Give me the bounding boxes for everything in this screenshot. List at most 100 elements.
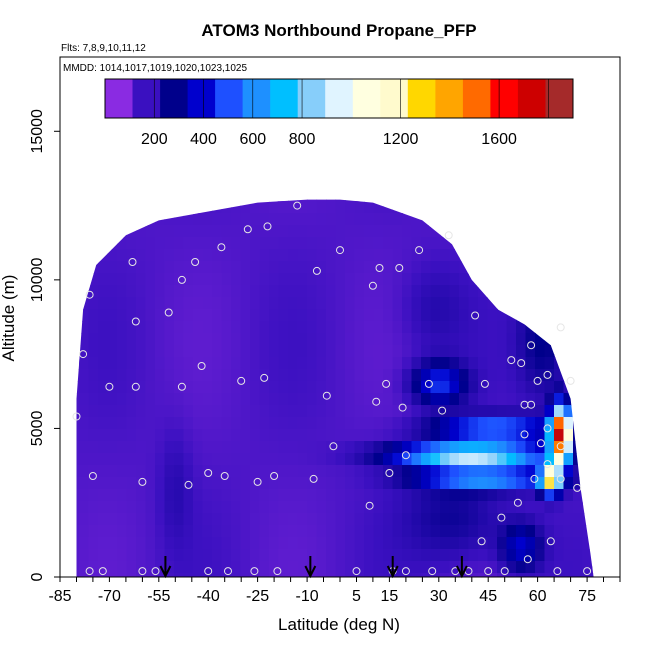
heatmap-cell — [545, 177, 555, 190]
heatmap-cell — [221, 573, 232, 577]
heatmap-cell — [336, 129, 346, 142]
heatmap-cell — [364, 501, 375, 514]
heatmap-cell — [421, 285, 432, 298]
heatmap-cell — [402, 321, 413, 334]
heatmap-cell — [297, 561, 308, 574]
heatmap-cell — [288, 513, 299, 526]
heatmap-cell — [573, 453, 584, 466]
heatmap-cell — [421, 357, 432, 370]
sample-point — [573, 483, 582, 492]
heatmap-cell — [107, 573, 118, 577]
heatmap-cell — [440, 465, 451, 478]
heatmap-cell — [212, 165, 222, 178]
colorbar-segment — [187, 79, 216, 118]
heatmap-cell — [545, 57, 555, 70]
heatmap-cell — [79, 129, 89, 142]
heatmap-cell — [193, 549, 204, 562]
heatmap-cell — [563, 225, 574, 238]
heatmap-cell — [202, 417, 213, 430]
heatmap-cell — [98, 199, 109, 202]
heatmap-cell — [221, 345, 232, 358]
heatmap-cell — [250, 297, 261, 310]
heatmap-cell — [507, 165, 517, 178]
heatmap-cell — [487, 465, 498, 478]
sample-point — [263, 222, 272, 231]
heatmap-cell — [307, 117, 317, 130]
heatmap-cell — [592, 93, 602, 106]
heatmap-cell — [402, 117, 412, 130]
heatmap-cell — [335, 321, 346, 334]
heatmap-cell — [212, 199, 223, 202]
heatmap-cell — [231, 525, 242, 538]
heatmap-cell — [345, 165, 355, 178]
heatmap-cell — [573, 129, 583, 142]
heatmap-cell — [297, 537, 308, 550]
heatmap-cell — [459, 249, 470, 262]
heatmap-cell — [164, 393, 175, 406]
y-axis-label: Altitude (m) — [0, 275, 18, 362]
heatmap-cell — [212, 573, 223, 577]
heatmap-cell — [516, 513, 527, 526]
heatmap-cell — [411, 501, 422, 514]
heatmap-cell — [212, 393, 223, 406]
heatmap-cell — [98, 453, 109, 466]
heatmap-cell — [373, 573, 384, 577]
heatmap-cell — [288, 237, 299, 250]
heatmap-cell — [497, 153, 507, 166]
heatmap-cell — [174, 165, 184, 178]
heatmap-cell — [60, 105, 70, 118]
heatmap-cell — [573, 177, 583, 190]
heatmap-cell — [269, 201, 280, 214]
heatmap-cell — [174, 273, 185, 286]
heatmap-cell — [468, 249, 479, 262]
heatmap-cell — [79, 525, 90, 538]
heatmap-cell — [374, 117, 384, 130]
heatmap-cell — [297, 465, 308, 478]
heatmap-cell — [354, 321, 365, 334]
heatmap-cell — [316, 369, 327, 382]
heatmap-cell — [516, 285, 527, 298]
heatmap-cell — [155, 465, 166, 478]
heatmap-cell — [316, 261, 327, 274]
heatmap-cell — [459, 117, 469, 130]
heatmap-cell — [155, 357, 166, 370]
heatmap-cell — [468, 405, 479, 418]
heatmap-cell — [411, 249, 422, 262]
heatmap-cell — [88, 465, 99, 478]
heatmap-cell — [193, 177, 203, 190]
heatmap-cell — [298, 117, 308, 130]
heatmap-cell — [98, 501, 109, 514]
heatmap-cell — [165, 117, 175, 130]
heatmap-cell — [88, 237, 99, 250]
heatmap-cell — [212, 489, 223, 502]
heatmap-cell — [487, 321, 498, 334]
heatmap-cell — [592, 69, 602, 82]
heatmap-cell — [364, 357, 375, 370]
heatmap-cell — [193, 201, 204, 214]
heatmap-cell — [354, 405, 365, 418]
heatmap-cell — [430, 201, 441, 214]
heatmap-cell — [506, 261, 517, 274]
heatmap-cell — [383, 417, 394, 430]
heatmap-cell — [288, 525, 299, 538]
heatmap-cell — [76, 405, 80, 418]
colorbar-tick-label: 1600 — [481, 131, 517, 148]
heatmap-cell — [392, 285, 403, 298]
heatmap-cell — [145, 309, 156, 322]
heatmap-cell — [544, 393, 555, 406]
heatmap-cell — [259, 321, 270, 334]
heatmap-cell — [411, 477, 422, 490]
heatmap-cell — [202, 549, 213, 562]
heatmap-cell — [592, 381, 594, 394]
heatmap-cell — [288, 333, 299, 346]
sample-point — [322, 391, 331, 400]
heatmap-cell — [146, 117, 156, 130]
heatmap-cell — [279, 117, 289, 130]
heatmap-cell — [592, 573, 594, 577]
heatmap-cell — [164, 213, 175, 226]
heatmap-cell — [221, 537, 232, 550]
heatmap-cell — [440, 141, 450, 154]
heatmap-cell — [88, 333, 99, 346]
heatmap-cell — [459, 453, 470, 466]
heatmap-cell — [592, 561, 594, 574]
